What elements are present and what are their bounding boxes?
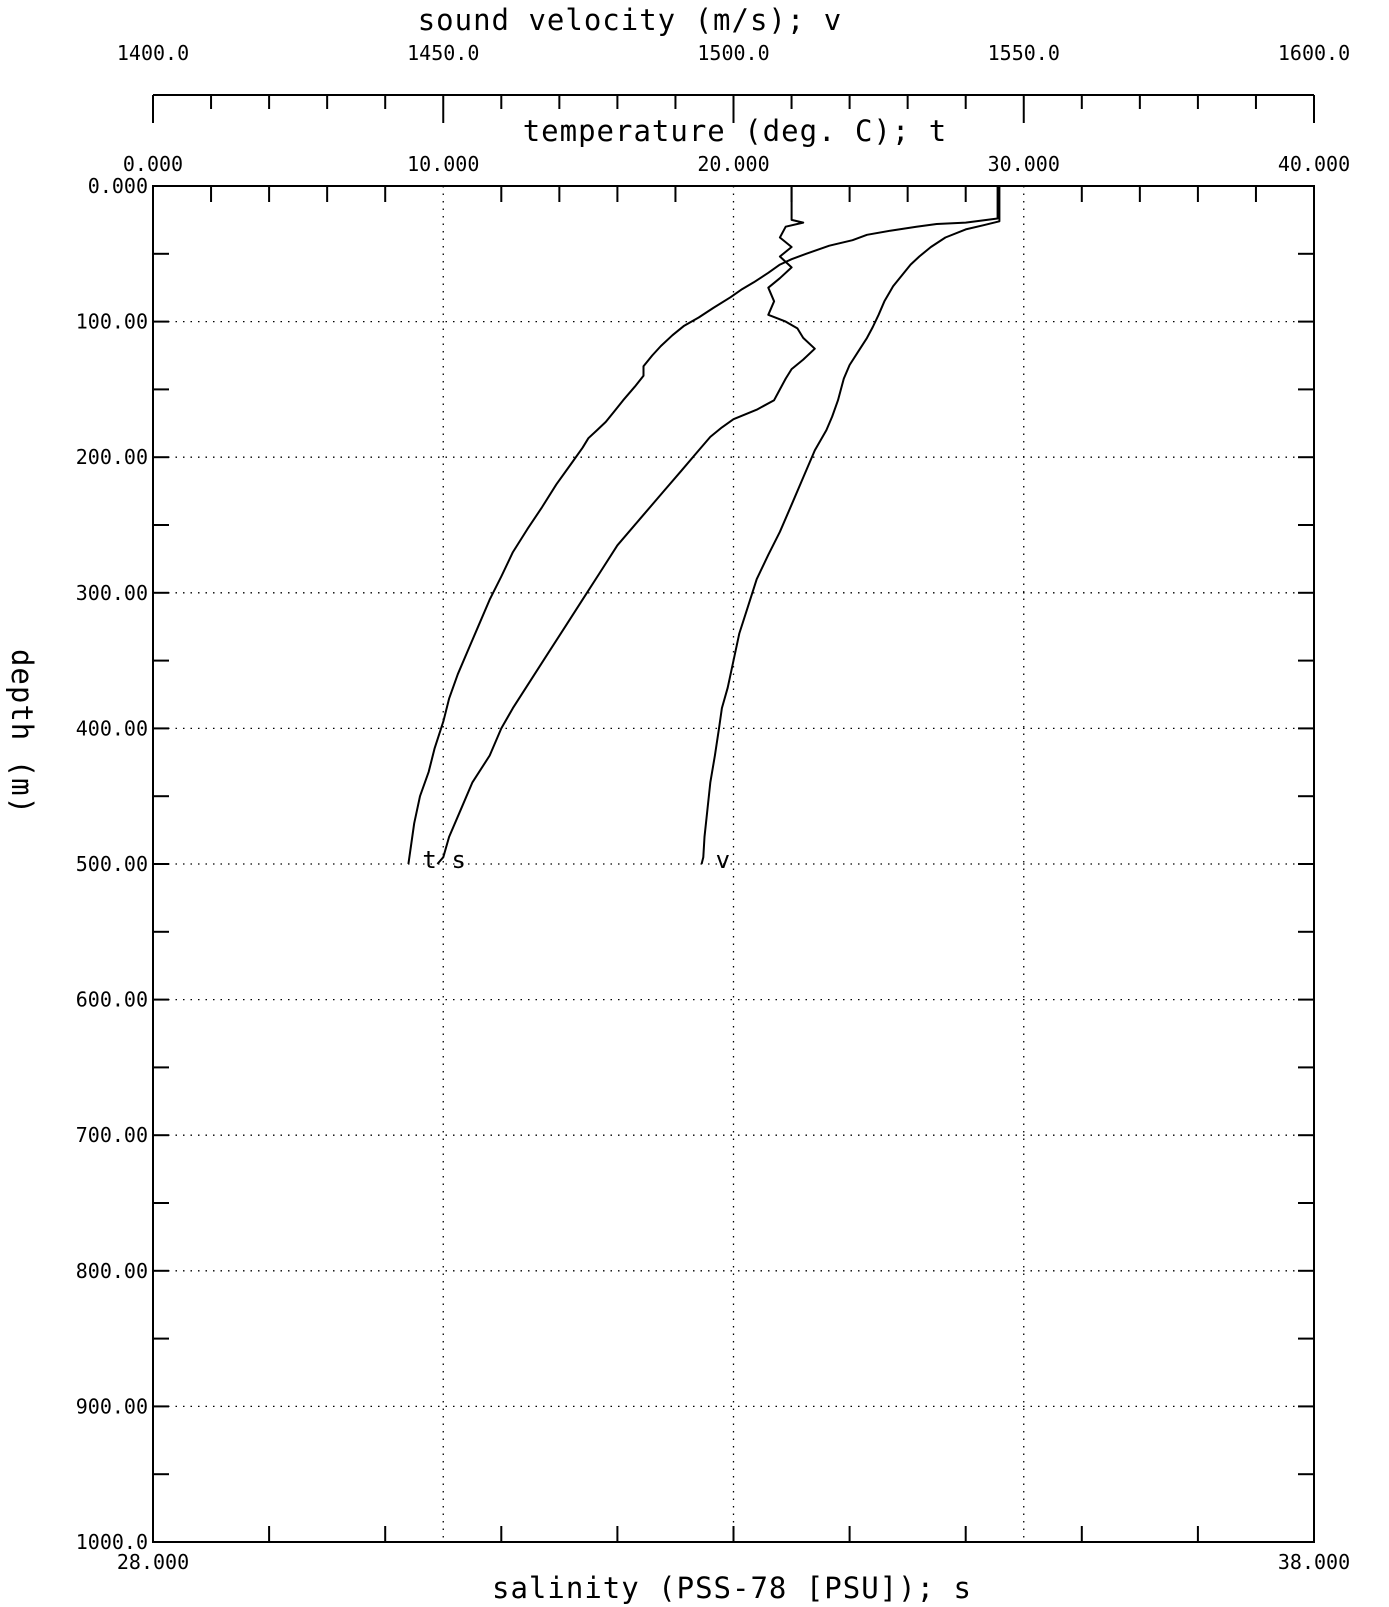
velocity-tick-label: 1400.0 [117, 41, 189, 65]
salinity-tick-label: 28.000 [117, 1550, 189, 1574]
velocity-tick-label: 1600.0 [1278, 41, 1350, 65]
depth-tick-label: 600.00 [76, 988, 148, 1012]
temperature-tick-label: 20.000 [697, 152, 769, 176]
depth-tick-label: 500.00 [76, 852, 148, 876]
velocity-axis-title: sound velocity (m/s); v [418, 3, 843, 37]
grid [153, 186, 1314, 1542]
depth-tick-label: 200.00 [76, 445, 148, 469]
depth-tick-label: 800.00 [76, 1259, 148, 1283]
depth-axis-title: depth (m) [5, 649, 39, 815]
temperature-tick-label: 10.000 [407, 152, 479, 176]
depth-tick-label: 700.00 [76, 1123, 148, 1147]
axes: 1400.0 1450.0 1500.0 1550.0 1600.0 0.000 10.00… [76, 41, 1350, 1574]
temperature-tick-label: 40.000 [1278, 152, 1350, 176]
salinity-tick-label: 38.000 [1278, 1550, 1350, 1574]
salinity-axis-title: salinity (PSS-78 [PSU]); s [492, 1571, 972, 1605]
temperature-tick-label: 30.000 [988, 152, 1060, 176]
series-label-t: t [422, 846, 436, 874]
series-label-s: s [451, 846, 465, 874]
temperature-tick-label: 0.000 [123, 152, 183, 176]
depth-tick-label: 900.00 [76, 1394, 148, 1418]
series-line-t [407, 186, 999, 865]
depth-tick-label: 400.00 [76, 716, 148, 740]
depth-tick-label: 100.00 [76, 310, 148, 334]
depth-tick-label: 1000.0 [76, 1530, 148, 1554]
velocity-tick-label: 1500.0 [697, 41, 769, 65]
depth-tick-label: 0.000 [88, 174, 148, 198]
series-label-v: v [716, 846, 730, 874]
data-series: t vs [407, 186, 1001, 874]
series-line-v [700, 186, 1001, 865]
velocity-tick-label: 1550.0 [988, 41, 1060, 65]
temperature-axis-title: temperature (deg. C); t [523, 114, 948, 148]
series-line-s [436, 186, 816, 865]
depth-tick-label: 300.00 [76, 581, 148, 605]
velocity-tick-label: 1450.0 [407, 41, 479, 65]
